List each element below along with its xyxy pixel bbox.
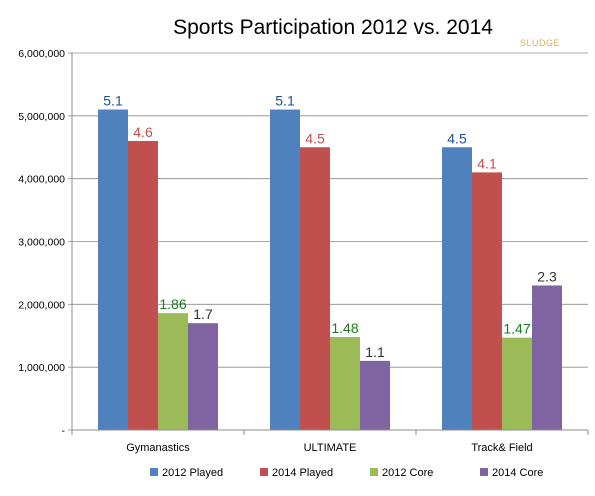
legend-label: 2014 Core xyxy=(492,467,543,479)
data-label: 4.5 xyxy=(305,130,325,146)
legend-swatch xyxy=(480,468,488,476)
y-tick-label: 5,000,000 xyxy=(18,111,65,123)
data-label: 4.1 xyxy=(477,155,497,171)
x-axis-categories: Gymanastics ULTIMATE Track& Field xyxy=(126,442,532,454)
bar xyxy=(330,337,360,430)
data-label: 1.1 xyxy=(365,344,385,360)
bar xyxy=(502,337,532,430)
data-label: 1.7 xyxy=(193,306,213,322)
axes xyxy=(71,53,589,435)
category-label: Track& Field xyxy=(471,442,532,454)
y-tick-label: 6,000,000 xyxy=(18,48,65,60)
y-tick-label: 2,000,000 xyxy=(18,299,65,311)
y-tick-label: - xyxy=(62,425,66,437)
chart-title: Sports Participation 2012 vs. 2014 xyxy=(173,16,493,39)
data-label: 1.86 xyxy=(159,296,186,312)
bar xyxy=(472,172,502,430)
data-label: 5.1 xyxy=(103,93,123,109)
watermark-text: SLUDGE xyxy=(520,38,560,48)
y-tick-label: 1,000,000 xyxy=(18,362,65,374)
category-label: ULTIMATE xyxy=(304,442,357,454)
legend: 2012 Played 2014 Played 2012 Core 2014 Core xyxy=(150,467,543,479)
legend-swatch xyxy=(260,468,268,476)
data-label: 1.47 xyxy=(503,321,530,337)
data-label: 1.48 xyxy=(331,320,358,336)
bar xyxy=(98,109,128,431)
legend-swatch xyxy=(150,468,158,476)
legend-label: 2012 Core xyxy=(382,467,433,479)
bar xyxy=(442,147,472,430)
bar xyxy=(270,109,300,431)
category-label: Gymanastics xyxy=(126,442,190,454)
bar xyxy=(128,140,158,430)
bar xyxy=(300,147,330,430)
bar xyxy=(360,360,390,430)
bar xyxy=(532,285,562,430)
data-label: 2.3 xyxy=(537,268,557,284)
bar xyxy=(158,313,188,430)
legend-label: 2012 Played xyxy=(162,467,223,479)
legend-swatch xyxy=(370,468,378,476)
bar xyxy=(188,323,218,430)
data-label: 4.6 xyxy=(133,124,153,140)
y-axis-ticks: - 1,000,000 2,000,000 3,000,000 4,000,000 5,0… xyxy=(18,48,72,437)
y-tick-label: 4,000,000 xyxy=(18,174,65,186)
bars xyxy=(98,109,562,431)
data-label: 4.5 xyxy=(447,130,467,146)
y-tick-label: 3,000,000 xyxy=(18,237,65,249)
legend-label: 2014 Played xyxy=(272,467,333,479)
data-labels: 5.1 4.6 1.86 1.7 5.1 4.5 1.48 1.1 4.5 4.1 1.47 2.3 xyxy=(103,93,557,360)
data-label: 5.1 xyxy=(275,93,295,109)
